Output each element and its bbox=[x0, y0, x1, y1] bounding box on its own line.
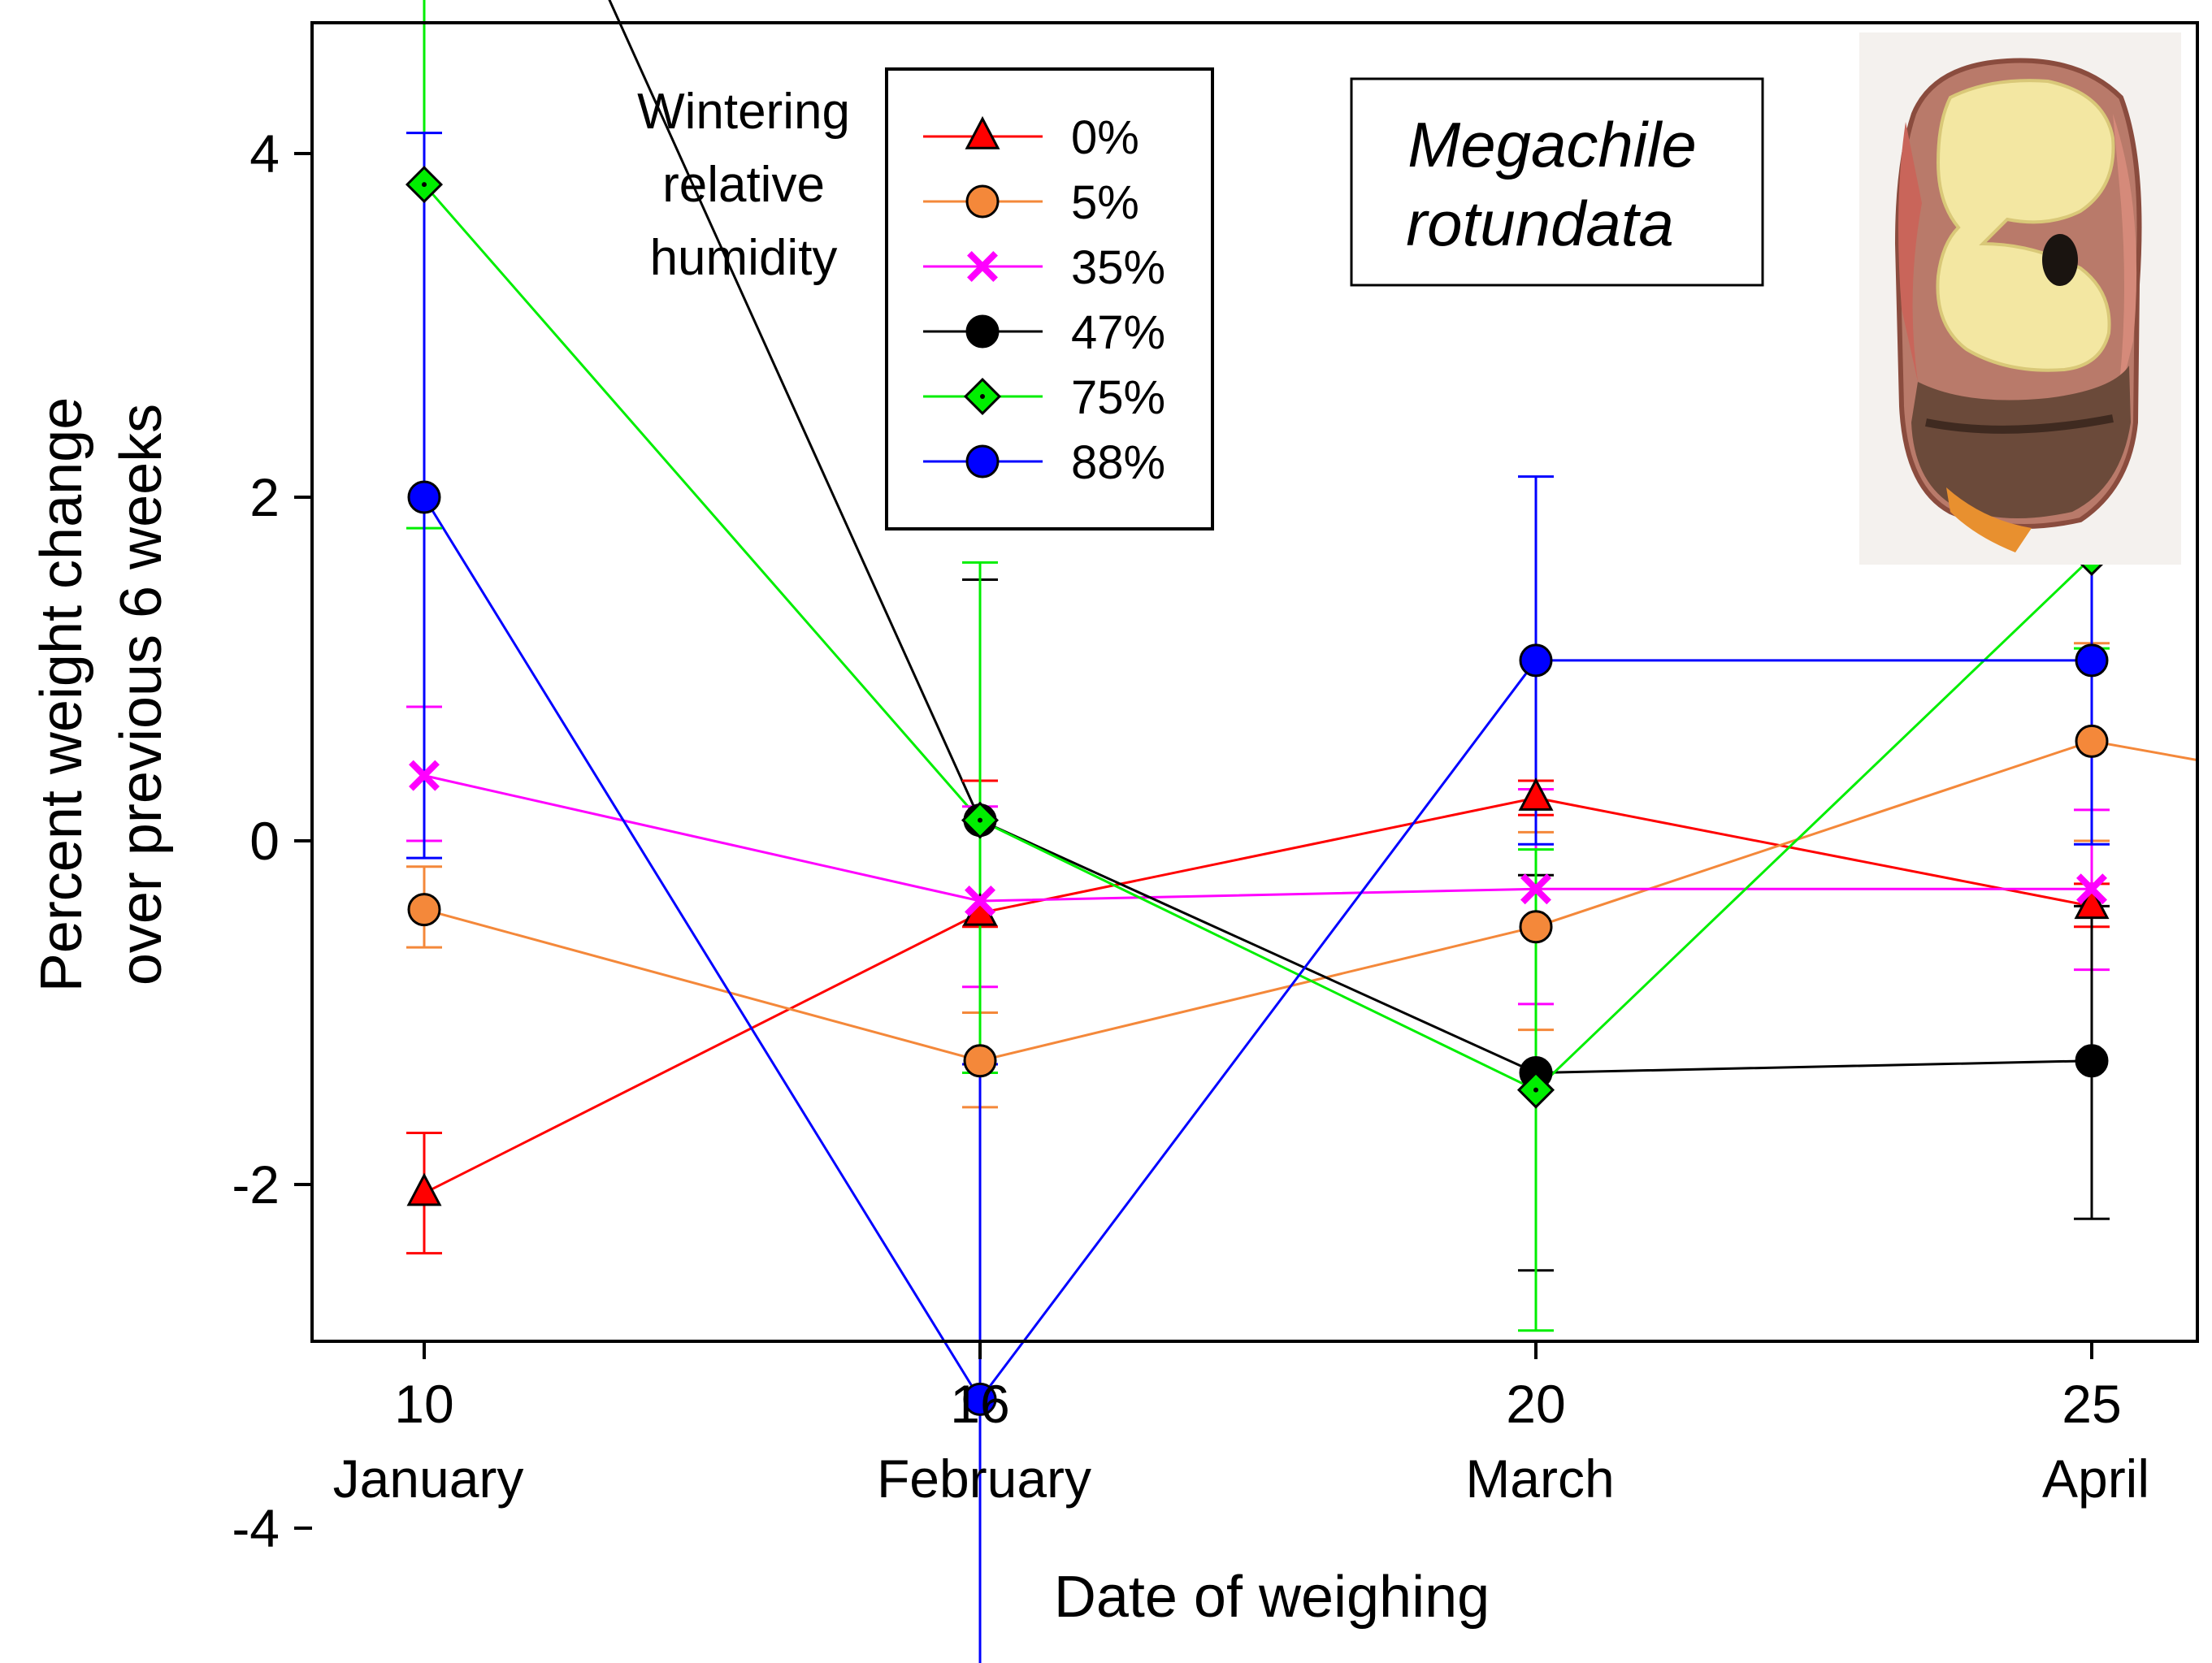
legend-entry-0pct-marker bbox=[965, 115, 1000, 149]
series-88pct-line bbox=[423, 496, 2092, 1402]
series-5pct-line bbox=[423, 739, 2198, 1063]
series-75pct-point-2 bbox=[1516, 1071, 1555, 1109]
legend-entry-75pct-label: 75% bbox=[1071, 371, 1165, 424]
legend-entry-35pct-marker bbox=[967, 251, 998, 282]
series-5pct-point-2 bbox=[1519, 910, 1553, 944]
y-axis-title-line-1: Percent weight change bbox=[29, 397, 94, 992]
legend-entry-47pct-marker bbox=[965, 314, 1000, 349]
series-88pct-point-2 bbox=[1519, 643, 1553, 678]
x-tick-month-0: January bbox=[333, 1449, 524, 1509]
x-tick-day-2: 20 bbox=[1506, 1374, 1565, 1434]
legend-entry-47pct-label: 47% bbox=[1071, 306, 1165, 359]
legend-entry-75pct: 75% bbox=[923, 371, 1165, 424]
series-35pct-point-0 bbox=[409, 760, 440, 791]
y-axis-title: Percent weight change over previous 6 we… bbox=[29, 397, 174, 992]
legend-entry-75pct-marker-dot bbox=[980, 394, 985, 399]
series-35pct-point-2 bbox=[1520, 873, 1551, 905]
legend-entry-5pct: 5% bbox=[923, 176, 1139, 229]
series-75pct-point-0-dot bbox=[422, 182, 427, 188]
series-0pct-point-2 bbox=[1518, 777, 1554, 811]
series-75pct-point-1-dot bbox=[978, 817, 982, 823]
y-tick-label-2: 4 bbox=[249, 123, 280, 184]
legend-entry-75pct-marker bbox=[963, 377, 1002, 416]
plot-frame bbox=[310, 21, 2199, 1343]
legend-entry-0pct-label: 0% bbox=[1071, 111, 1139, 164]
legend-entry-47pct: 47% bbox=[923, 306, 1165, 359]
x-tick-month-2: March bbox=[1465, 1449, 1614, 1509]
legend-box bbox=[885, 67, 1214, 531]
legend-entry-35pct-marker-stroke-b bbox=[967, 251, 998, 282]
legend-entry-0pct: 0% bbox=[923, 111, 1139, 164]
x-axis-title: Date of weighing bbox=[1054, 1565, 1490, 1630]
series-88pct-point-1 bbox=[963, 1382, 997, 1416]
series-35pct-point-1-stroke-b bbox=[965, 886, 995, 917]
axes: 8%6420-2-410January16February20March25Ap… bbox=[232, 123, 2149, 1558]
series-5pct-point-3 bbox=[2075, 724, 2109, 758]
series-88pct-point-0 bbox=[407, 480, 441, 514]
series-88pct-errorbar-1 bbox=[962, 1063, 998, 1663]
legend-entries: 0% 5% 35% 47% 75% 88% bbox=[923, 111, 1165, 489]
series-35pct-point-3 bbox=[2076, 873, 2107, 905]
x-tick-month-3: April bbox=[2042, 1449, 2149, 1509]
series-35pct-line bbox=[423, 774, 2092, 903]
species-line-1: Megachile bbox=[1407, 109, 1697, 180]
series-75pct-point-2-dot bbox=[1533, 1087, 1538, 1093]
legend-entry-88pct: 88% bbox=[923, 436, 1165, 489]
legend-entry-88pct-label: 88% bbox=[1071, 436, 1165, 489]
bee-prepupa-photo bbox=[1859, 32, 2181, 565]
legend: Wintering relative humidity 0% 5% 35% 47% 75… bbox=[637, 67, 1214, 531]
series-75pct-point-0 bbox=[405, 166, 444, 204]
legend-title-line-2: relative bbox=[662, 157, 825, 213]
series-47pct-line bbox=[608, 0, 2093, 1075]
x-tick-day-3: 25 bbox=[2062, 1374, 2121, 1434]
series-35pct-point-2-stroke-b bbox=[1520, 873, 1551, 905]
x-tick-day-0: 10 bbox=[394, 1374, 453, 1434]
x-tick-month-1: February bbox=[877, 1449, 1091, 1509]
legend-entry-35pct: 35% bbox=[923, 241, 1165, 294]
series-0pct-line bbox=[423, 796, 2093, 1194]
series-47pct-point-3 bbox=[2075, 1044, 2109, 1078]
y-tick-label-6: -4 bbox=[232, 1498, 280, 1558]
y-tick-label-5: -2 bbox=[232, 1154, 280, 1215]
series-lines bbox=[423, 0, 2198, 1402]
y-axis-title-line-2: over previous 6 weeks bbox=[109, 404, 174, 985]
species-box bbox=[1350, 77, 1764, 287]
legend-entry-35pct-label: 35% bbox=[1071, 241, 1165, 294]
series-88pct-point-3 bbox=[2075, 643, 2109, 678]
species-label: Megachile rotundata bbox=[1350, 77, 1764, 287]
series-75pct-point-1 bbox=[961, 801, 1000, 839]
legend-entry-5pct-marker bbox=[965, 184, 1000, 219]
species-line-2: rotundata bbox=[1406, 188, 1674, 259]
series-5pct-point-0 bbox=[407, 893, 441, 927]
legend-entry-88pct-marker bbox=[965, 444, 1000, 479]
y-tick-label-3: 2 bbox=[249, 467, 280, 527]
series-0pct-point-0 bbox=[406, 1172, 442, 1206]
series-5pct-point-1 bbox=[963, 1044, 997, 1078]
series-0pct-point-3 bbox=[2074, 886, 2110, 920]
y-tick-label-4: 0 bbox=[249, 811, 280, 871]
series-75pct-line bbox=[423, 184, 2093, 1092]
series-35pct-point-0-stroke-b bbox=[409, 760, 440, 791]
legend-title-line-1: Wintering bbox=[637, 84, 850, 140]
x-tick-day-1: 16 bbox=[950, 1374, 1009, 1434]
series-35pct-point-1 bbox=[965, 886, 995, 917]
series-35pct-point-3-stroke-b bbox=[2076, 873, 2107, 905]
legend-entry-5pct-label: 5% bbox=[1071, 176, 1139, 229]
legend-title-line-3: humidity bbox=[650, 230, 838, 286]
